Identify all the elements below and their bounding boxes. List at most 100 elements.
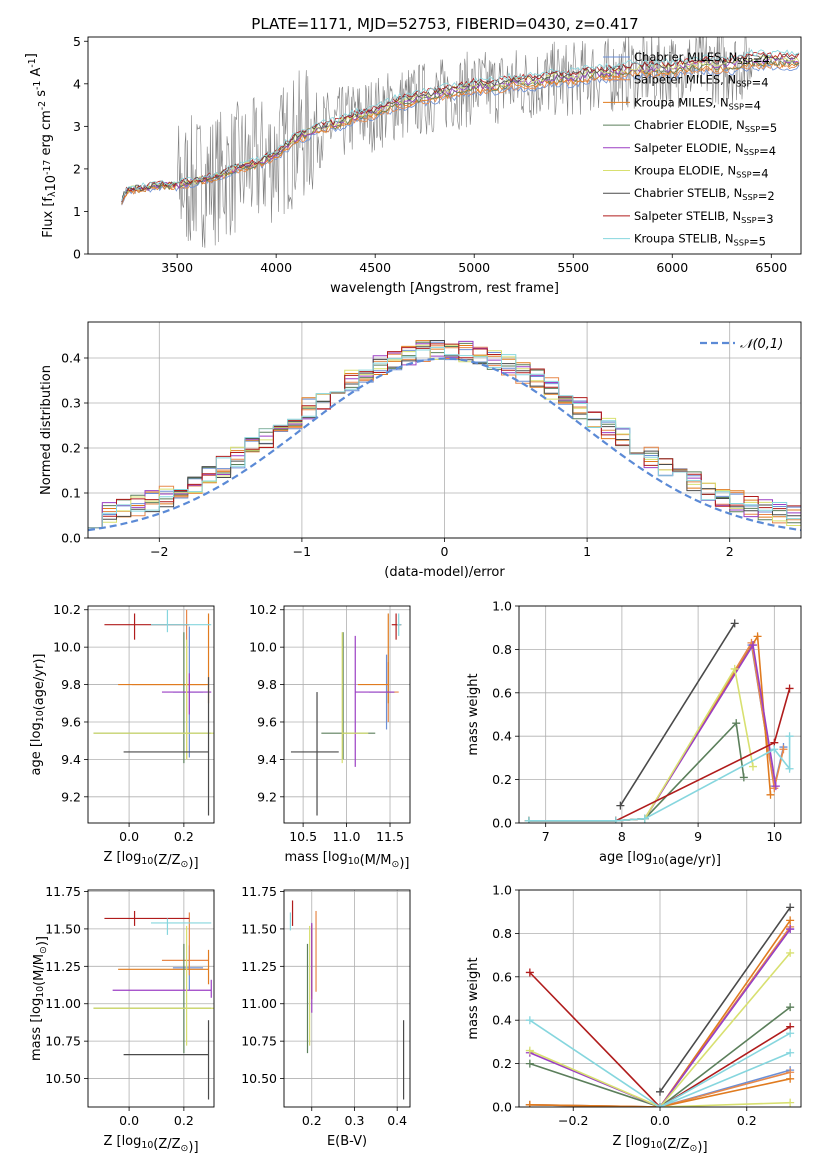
y-tick-label: 10.2	[249, 602, 277, 617]
legend-label: Chabrier ELODIE, NSSP=5	[634, 118, 777, 135]
y-tick-label: 11.50	[241, 921, 277, 936]
weight-marker	[785, 764, 794, 773]
y-tick-label: 11.00	[241, 996, 277, 1011]
weight-marker	[525, 1059, 534, 1068]
legend-label: Kroupa STELIB, NSSP=5	[634, 232, 766, 249]
plot-area	[289, 900, 405, 1100]
plot-area	[93, 910, 214, 1100]
x-axis-label: Z [log10(Z/Z⊙)]	[103, 1134, 198, 1155]
y-tick-label: 10.0	[249, 640, 277, 655]
y-tick-label: 11.75	[241, 884, 277, 899]
y-tick-label: 2	[73, 161, 81, 176]
x-tick-label: 1	[583, 544, 591, 559]
y-tick-label: 3	[73, 119, 81, 134]
model-curve	[121, 56, 800, 204]
weight-line	[528, 633, 772, 822]
plot-area	[290, 613, 402, 816]
x-axis-label: age [log10(age/yr)]	[599, 850, 721, 868]
weight-marker	[525, 1016, 534, 1025]
weight-marker	[786, 925, 795, 934]
weight-marker	[786, 1048, 795, 1057]
y-tick-label: 0.2	[492, 1056, 512, 1071]
weight-marker	[524, 816, 533, 823]
weight-marker	[786, 1003, 795, 1012]
legend-label: Chabrier STELIB, NSSP=2	[634, 186, 775, 203]
y-tick-label: 0.4	[492, 1013, 512, 1028]
y-tick-label: 5	[73, 34, 81, 49]
axes-frame	[518, 605, 802, 824]
x-tick-label: 7	[542, 829, 550, 844]
plot-area	[88, 340, 801, 532]
axes-frame	[87, 889, 215, 1108]
panel-weight_vs_age: 7 8 9 10 0.0 0.2 0.4 0.6 0.8 1.0 age [log10(age/yr…	[466, 599, 802, 868]
x-axis-label: wavelength [Angstrom, rest frame]	[330, 281, 559, 296]
y-tick-label: 9.4	[61, 752, 81, 767]
axes-frame	[87, 321, 802, 539]
x-tick-label: 0.2	[174, 829, 194, 844]
model-curve	[121, 53, 800, 203]
legend-label: Chabrier MILES, NSSP=4	[634, 50, 770, 67]
y-tick-label: 11.00	[45, 996, 81, 1011]
y-tick-label: 9.8	[257, 677, 277, 692]
weight-marker	[766, 790, 775, 799]
y-tick-label: 10.0	[53, 640, 81, 655]
x-tick-label: 4000	[260, 260, 292, 275]
x-axis-label: E(B-V)	[327, 1134, 367, 1149]
y-tick-label: 0.0	[492, 816, 512, 831]
x-tick-label: 4500	[359, 260, 391, 275]
weight-marker	[611, 816, 620, 823]
panel-mass_vs_Z: 0.0 0.2 10.50 10.75 11.00 11.25 11.50 11.75 Z [l…	[29, 884, 215, 1155]
x-axis-label: mass [log10(M/M⊙)]	[285, 850, 410, 871]
y-tick-label: 0.4	[61, 351, 81, 366]
x-tick-label: 9	[694, 829, 702, 844]
x-tick-label: 11.5	[376, 829, 404, 844]
weight-line	[659, 906, 791, 1093]
weight-marker	[779, 745, 788, 754]
x-tick-label: 5000	[458, 260, 490, 275]
x-tick-label: 0.2	[302, 1113, 322, 1128]
x-tick-label: −2	[150, 544, 168, 559]
x-tick-label: 10	[766, 829, 782, 844]
x-tick-label: 0	[441, 544, 449, 559]
y-tick-label: 0.4	[492, 729, 512, 744]
plot-area	[525, 903, 795, 1107]
weight-marker	[525, 1100, 534, 1107]
y-tick-label: 0.1	[61, 486, 81, 501]
weight-line	[528, 721, 745, 822]
panel-age_vs_Z: 0.0 0.2 9.2 9.4 9.6 9.8 10.0 10.2 Z [log10(Z/Z⊙)…	[29, 602, 215, 871]
x-tick-label: −0.2	[558, 1113, 588, 1128]
weight-marker	[786, 1074, 795, 1083]
y-tick-label: 11.25	[45, 959, 81, 974]
x-tick-label: 3500	[161, 260, 193, 275]
y-tick-label: 9.6	[257, 714, 277, 729]
y-axis-label: mass weight	[466, 673, 481, 755]
histogram-step	[88, 346, 801, 529]
legend-label: Kroupa ELODIE, NSSP=4	[634, 164, 769, 181]
x-tick-label: −1	[293, 544, 311, 559]
y-axis-label: mass weight	[466, 957, 481, 1039]
y-tick-label: 1.0	[492, 599, 512, 614]
weight-line	[529, 1006, 791, 1107]
weight-marker	[770, 745, 779, 754]
weight-marker	[525, 1046, 534, 1055]
x-tick-label: 0.2	[737, 1113, 757, 1128]
weight-line	[528, 666, 754, 822]
x-tick-label: 0.2	[174, 1113, 194, 1128]
weight-marker	[656, 1087, 664, 1096]
x-tick-label: 8	[618, 829, 626, 844]
y-tick-label: 9.2	[61, 789, 81, 804]
x-tick-label: 0.0	[650, 1113, 670, 1128]
y-tick-label: 0.2	[492, 772, 512, 787]
weight-marker	[785, 732, 794, 741]
y-tick-label: 0.6	[492, 969, 512, 984]
x-tick-label: 11.0	[333, 829, 361, 844]
y-axis-label: mass [log10(M/M⊙)]	[29, 936, 50, 1061]
y-tick-label: 9.2	[257, 789, 277, 804]
axes-frame	[87, 605, 215, 824]
y-tick-label: 10.2	[53, 602, 81, 617]
weight-line	[528, 640, 785, 822]
legend: Chabrier MILES, NSSP=4 Salpeter MILES, NS…	[603, 50, 777, 249]
weight-marker	[730, 664, 739, 673]
y-tick-label: 4	[73, 76, 81, 91]
